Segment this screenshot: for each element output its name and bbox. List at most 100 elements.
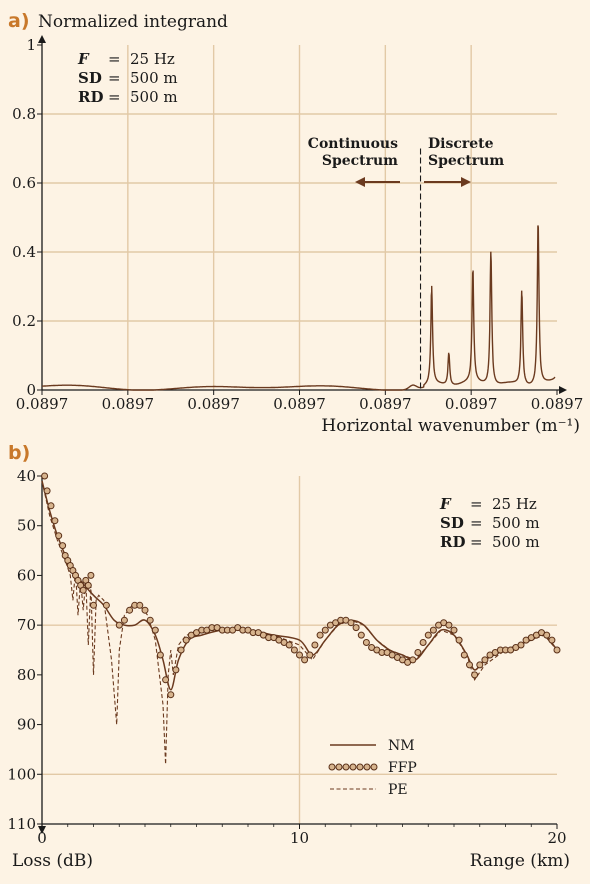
b-param-sd-value: 500 m bbox=[492, 514, 540, 532]
a-ytick-label: 0.6 bbox=[12, 174, 36, 192]
a-xaxis-arrow bbox=[559, 386, 567, 394]
b-yaxis-arrow bbox=[38, 826, 46, 834]
ffp-point bbox=[177, 646, 185, 654]
ffp-point bbox=[455, 636, 463, 644]
param-rd-eq: = bbox=[108, 88, 121, 106]
a-xtick-label: 0.0897 bbox=[273, 395, 326, 413]
b-param-rd-eq: = bbox=[470, 533, 483, 551]
b-param-rd-value: 500 m bbox=[492, 533, 540, 551]
panel-a-label: a) bbox=[8, 10, 30, 32]
ffp-point bbox=[316, 631, 324, 639]
spectrum-annotation: Continuous Spectrum Discrete Spectrum bbox=[308, 136, 504, 390]
b-param-f-name: F bbox=[439, 495, 452, 513]
ffp-point bbox=[466, 661, 473, 669]
a-ytick-label: 0.8 bbox=[12, 105, 36, 123]
ffp-point bbox=[414, 649, 422, 656]
continuous-label-1: Continuous bbox=[308, 136, 398, 152]
series-ffp-markers bbox=[41, 472, 561, 699]
ffp-point bbox=[167, 691, 175, 699]
legend-ffp-dot bbox=[349, 763, 357, 771]
ffp-point bbox=[156, 651, 164, 659]
legend-ffp-swatch bbox=[328, 763, 378, 771]
panel-a-ticks: 0 0.2 0.4 0.6 0.8 1 0.0897 0.0897 0.0897 0.0897 0.… bbox=[12, 36, 583, 413]
b-xtick-label: 10 bbox=[290, 829, 309, 847]
param-rd-value: 500 m bbox=[130, 88, 178, 106]
param-f-name: F bbox=[77, 50, 90, 68]
a-xtick-label: 0.0897 bbox=[445, 395, 498, 413]
ffp-point bbox=[450, 626, 458, 634]
ffp-point bbox=[460, 651, 468, 659]
b-ytick-label: 60 bbox=[17, 566, 36, 584]
b-param-rd-name: RD bbox=[440, 533, 465, 551]
param-f-value: 25 Hz bbox=[130, 50, 175, 68]
b-ytick-label: 90 bbox=[17, 716, 36, 734]
ffp-point bbox=[306, 651, 314, 659]
ffp-point bbox=[182, 636, 190, 644]
discrete-arrowhead bbox=[461, 177, 471, 187]
ffp-point bbox=[548, 636, 556, 644]
a-ytick-label: 0.4 bbox=[12, 243, 36, 261]
b-param-f-value: 25 Hz bbox=[492, 495, 537, 513]
continuous-arrowhead bbox=[355, 177, 365, 187]
ffp-point bbox=[51, 517, 59, 525]
ffp-point bbox=[321, 626, 329, 634]
ffp-point bbox=[357, 631, 365, 639]
panel-b-ylabel: Loss (dB) bbox=[12, 851, 93, 871]
ffp-point bbox=[141, 606, 149, 614]
ffp-point bbox=[347, 619, 355, 627]
param-sd-eq: = bbox=[108, 69, 121, 87]
ffp-point bbox=[290, 646, 298, 654]
panel-a-xlabel: Horizontal wavenumber (m⁻¹) bbox=[321, 416, 580, 436]
b-ytick-label: 70 bbox=[17, 616, 36, 634]
ffp-point bbox=[301, 656, 309, 664]
b-param-f-eq: = bbox=[470, 495, 483, 513]
series-nm-line bbox=[41, 480, 558, 691]
panel-a-params: F = 25 Hz SD = 500 m RD = 500 m bbox=[77, 50, 178, 106]
ffp-point bbox=[517, 641, 525, 649]
b-xtick-label: 0 bbox=[37, 829, 47, 847]
ffp-point bbox=[102, 601, 110, 609]
b-ytick-label: 80 bbox=[17, 666, 36, 684]
panel-a-grid bbox=[42, 45, 557, 390]
legend-ffp-dot bbox=[363, 763, 371, 771]
legend-ffp-dot bbox=[328, 763, 336, 771]
b-param-sd-eq: = bbox=[470, 514, 483, 532]
legend-nm-label: NM bbox=[388, 738, 415, 754]
b-xtick-label: 20 bbox=[547, 829, 566, 847]
ffp-point bbox=[162, 676, 170, 684]
a-xtick-label: 0.0897 bbox=[16, 395, 69, 413]
legend-pe-label: PE bbox=[388, 782, 408, 798]
ffp-point bbox=[553, 646, 561, 654]
b-ytick-label: 50 bbox=[17, 517, 36, 535]
b-param-sd-name: SD bbox=[440, 514, 464, 532]
ffp-point bbox=[84, 581, 92, 589]
discrete-label-1: Discrete bbox=[428, 136, 494, 152]
panel-a-title: Normalized integrand bbox=[38, 12, 228, 32]
ffp-point bbox=[59, 542, 67, 550]
ffp-point bbox=[352, 624, 360, 632]
b-ytick-label: 110 bbox=[7, 815, 36, 833]
series-pe-line bbox=[41, 480, 558, 765]
continuous-label-2: Spectrum bbox=[322, 153, 398, 169]
ffp-point bbox=[172, 666, 180, 674]
b-ytick-label: 40 bbox=[17, 467, 36, 485]
panel-b-params: F = 25 Hz SD = 500 m RD = 500 m bbox=[439, 495, 540, 551]
ffp-point bbox=[445, 621, 453, 629]
legend: NM FFP PE bbox=[328, 738, 417, 798]
ffp-point bbox=[481, 656, 489, 664]
ffp-point bbox=[79, 586, 87, 594]
panel-b-xlabel: Range (km) bbox=[470, 851, 570, 871]
legend-ffp-dot bbox=[356, 763, 364, 771]
ffp-point bbox=[419, 639, 427, 646]
b-ytick-label: 100 bbox=[7, 765, 36, 783]
ffp-point bbox=[424, 631, 432, 639]
ffp-point bbox=[409, 656, 417, 664]
a-ytick-label: 1 bbox=[26, 36, 36, 54]
ffp-point bbox=[90, 601, 97, 609]
legend-ffp-dot bbox=[335, 763, 343, 771]
ffp-point bbox=[41, 472, 49, 480]
param-sd-value: 500 m bbox=[130, 69, 178, 87]
a-xtick-label: 0.0897 bbox=[102, 395, 155, 413]
